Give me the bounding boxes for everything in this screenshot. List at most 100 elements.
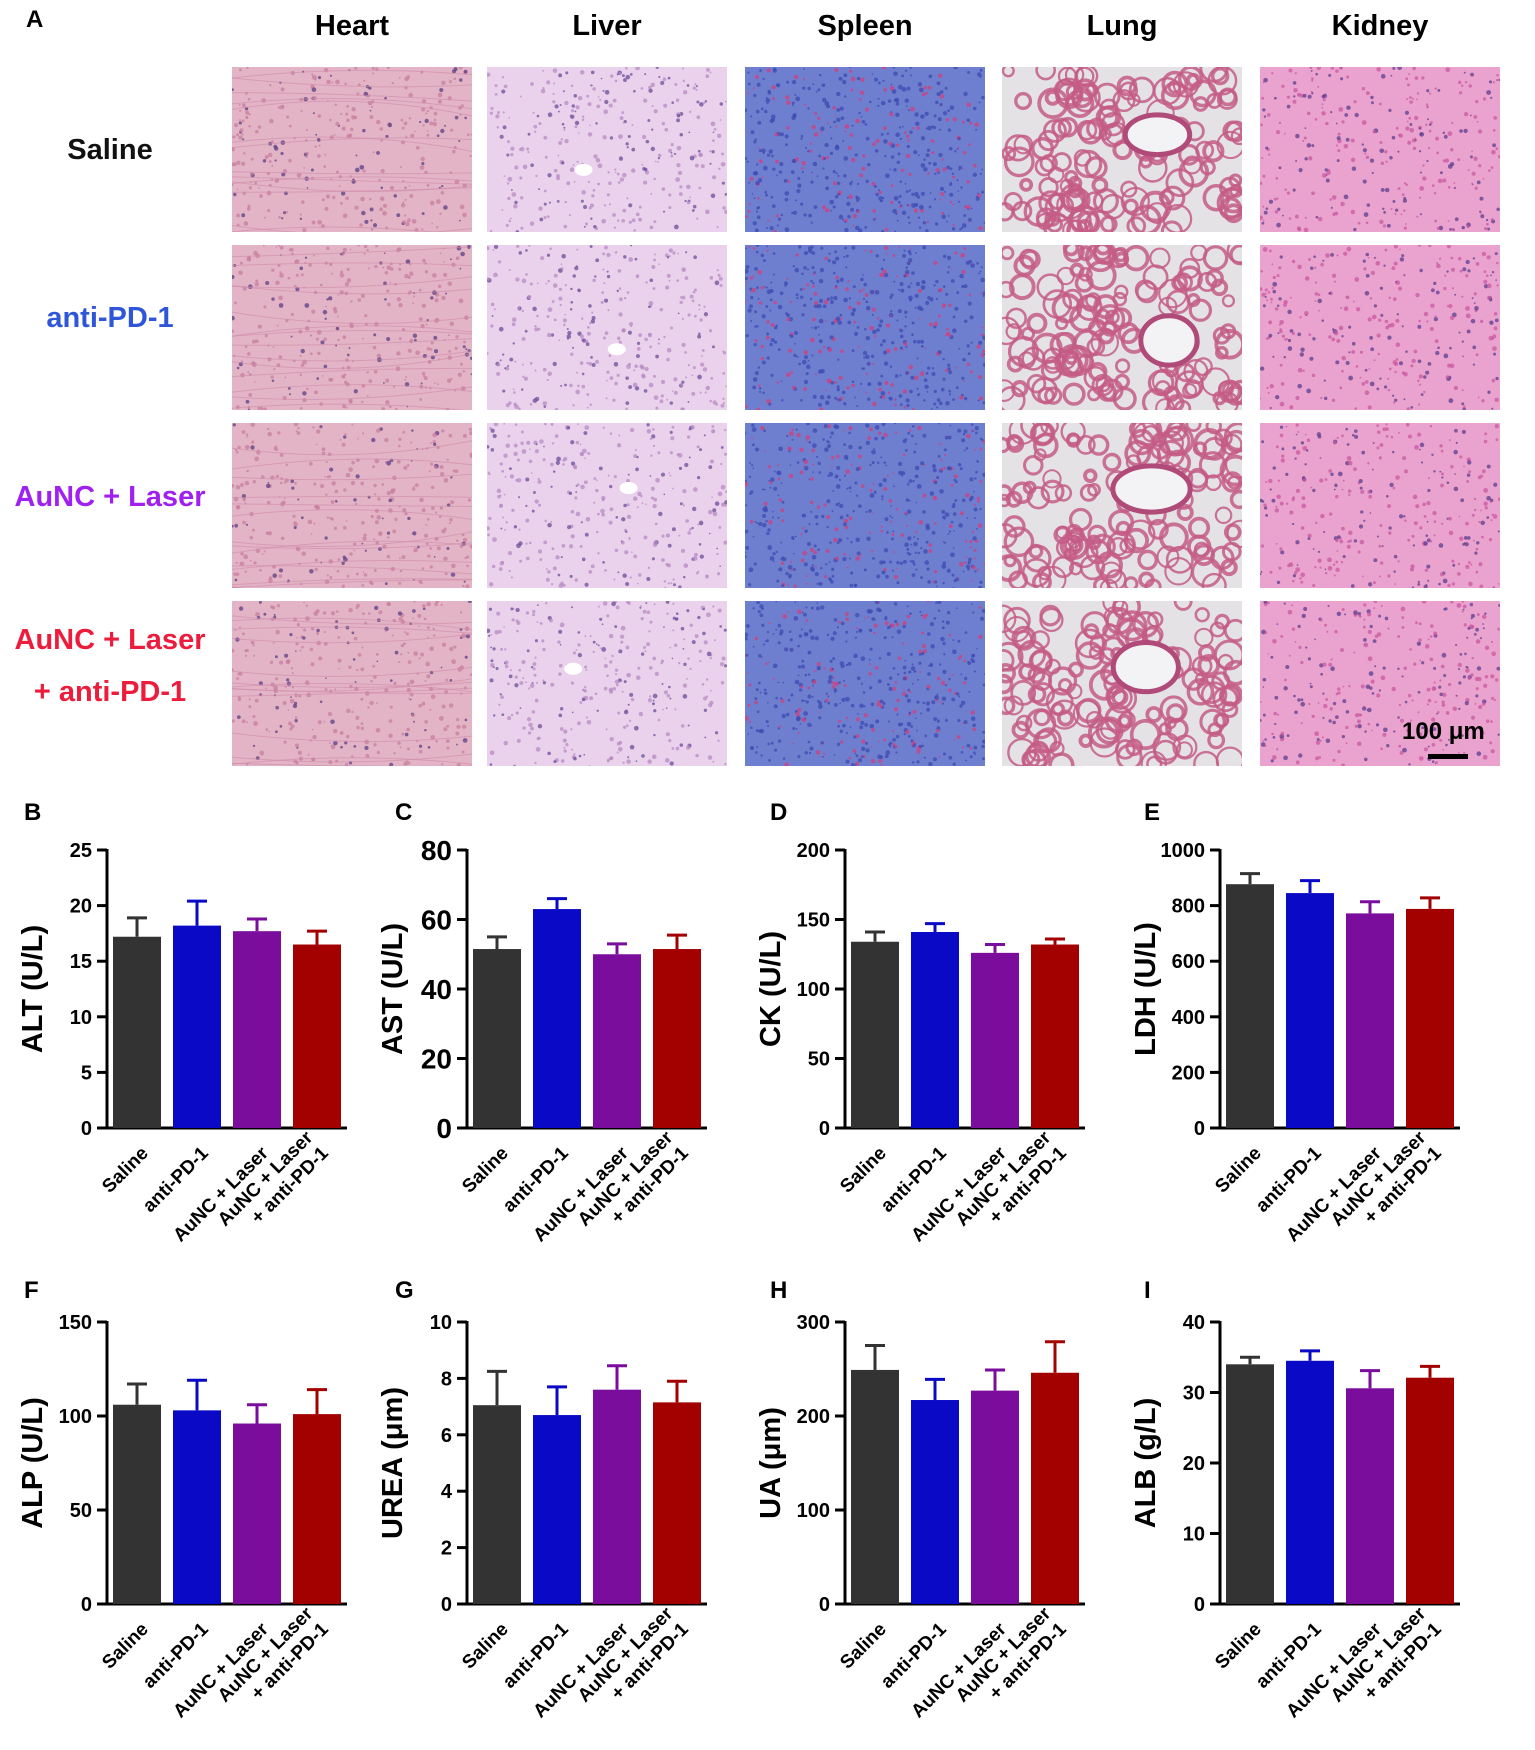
y-tick-label: 600 — [1172, 951, 1205, 973]
bar — [593, 954, 641, 1128]
bar — [971, 952, 1019, 1128]
y-tick-label: 100 — [797, 979, 830, 1001]
micrograph-spleen-group-2 — [745, 245, 985, 410]
bar — [113, 1404, 161, 1604]
row-label-line: Saline — [67, 134, 153, 166]
micrograph-heart-group-1 — [232, 67, 472, 232]
y-tick-label: 30 — [1183, 1383, 1205, 1405]
organ-label-kidney: Kidney — [1331, 10, 1429, 42]
y-tick-label: 0 — [819, 1118, 830, 1140]
row-label-line: anti-PD-1 — [46, 302, 174, 334]
panel-letter-e: E — [1144, 799, 1160, 826]
y-axis-label: ALB (g/L) — [1130, 1398, 1162, 1528]
panel-letter-i: I — [1144, 1277, 1151, 1304]
y-tick-label: 5 — [81, 1062, 92, 1084]
bar — [1226, 1364, 1274, 1604]
y-tick-label: 4 — [441, 1481, 453, 1503]
bar — [173, 1410, 221, 1604]
y-axis-label: LDH (U/L) — [1130, 922, 1162, 1056]
micrograph-kidney-group-3 — [1260, 423, 1500, 588]
micrograph-heart-group-3 — [232, 423, 472, 588]
bar — [1286, 1360, 1334, 1604]
bar — [113, 936, 161, 1128]
y-axis-label: AST (U/L) — [377, 923, 409, 1055]
y-tick-label: 100 — [59, 1406, 92, 1428]
y-axis-label: UA (μm) — [755, 1407, 787, 1519]
bar — [293, 944, 341, 1128]
y-tick-label: 200 — [1172, 1062, 1205, 1084]
micrograph-liver-group-4 — [487, 601, 727, 766]
bar — [173, 925, 221, 1128]
x-tick-label: Saline — [1211, 1619, 1265, 1673]
bar — [851, 1369, 899, 1604]
bar — [533, 909, 581, 1128]
y-tick-label: 300 — [797, 1312, 830, 1334]
y-tick-label: 40 — [421, 974, 452, 1005]
panel-letter-a: A — [26, 6, 44, 33]
y-tick-label: 15 — [70, 951, 92, 973]
micrograph-spleen-group-1 — [745, 67, 985, 232]
y-tick-label: 0 — [81, 1118, 92, 1140]
micrograph-spleen-group-4 — [745, 601, 985, 766]
y-axis-label: CK (U/L) — [755, 931, 787, 1047]
x-tick-label-line: Saline — [1211, 1619, 1265, 1673]
row-label-line: + anti-PD-1 — [33, 676, 187, 708]
bar — [1031, 944, 1079, 1128]
panel-letter-f: F — [24, 1277, 39, 1304]
y-axis-label: ALT (U/L) — [17, 925, 49, 1053]
panel-letter-g: G — [395, 1277, 414, 1304]
x-tick-label: Saline — [836, 1619, 890, 1673]
micrograph-lung-group-3 — [1002, 423, 1242, 588]
x-tick-label-line: Saline — [458, 1619, 512, 1673]
y-tick-label: 100 — [797, 1500, 830, 1522]
micrograph-lung-group-4 — [1002, 601, 1242, 766]
organ-label-liver: Liver — [572, 10, 642, 42]
y-tick-label: 200 — [797, 840, 830, 862]
micrograph-lung-group-1 — [1002, 67, 1242, 232]
y-tick-label: 0 — [441, 1594, 452, 1616]
y-tick-label: 50 — [808, 1049, 830, 1071]
bar — [1226, 884, 1274, 1128]
y-tick-label: 200 — [797, 1406, 830, 1428]
micrograph-spleen-group-3 — [745, 423, 985, 588]
y-tick-label: 150 — [797, 910, 830, 932]
bar — [593, 1389, 641, 1604]
y-tick-label: 400 — [1172, 1007, 1205, 1029]
bar — [971, 1390, 1019, 1604]
bar — [1031, 1372, 1079, 1604]
micrograph-kidney-group-2 — [1260, 245, 1500, 410]
row-label-line: AuNC + Laser — [14, 624, 206, 656]
micrograph-liver-group-3 — [487, 423, 727, 588]
y-tick-label: 50 — [70, 1500, 92, 1522]
x-tick-label: Saline — [98, 1143, 152, 1197]
bar — [1406, 908, 1454, 1128]
x-tick-label: Saline — [836, 1143, 890, 1197]
y-tick-label: 80 — [421, 835, 452, 866]
bar — [1286, 893, 1334, 1128]
y-tick-label: 2 — [441, 1538, 452, 1560]
row-label-group-4: AuNC + Laser + anti-PD-1 — [0, 614, 220, 718]
y-axis-label: ALP (U/L) — [17, 1397, 49, 1529]
x-tick-label: Saline — [458, 1619, 512, 1673]
scale-bar — [1428, 754, 1468, 759]
micrograph-heart-group-2 — [232, 245, 472, 410]
y-tick-label: 10 — [70, 1007, 92, 1029]
y-tick-label: 10 — [1183, 1524, 1205, 1546]
bar — [473, 1405, 521, 1604]
scale-bar-label: 100 μm — [1402, 718, 1485, 745]
row-label-group-1: Saline — [0, 124, 220, 176]
y-tick-label: 800 — [1172, 896, 1205, 918]
micrograph-kidney-group-1 — [1260, 67, 1500, 232]
x-tick-label-line: Saline — [98, 1619, 152, 1673]
panel-letter-h: H — [770, 1277, 787, 1304]
bar — [851, 941, 899, 1128]
x-tick-label-line: Saline — [836, 1619, 890, 1673]
panel-letter-d: D — [770, 799, 787, 826]
